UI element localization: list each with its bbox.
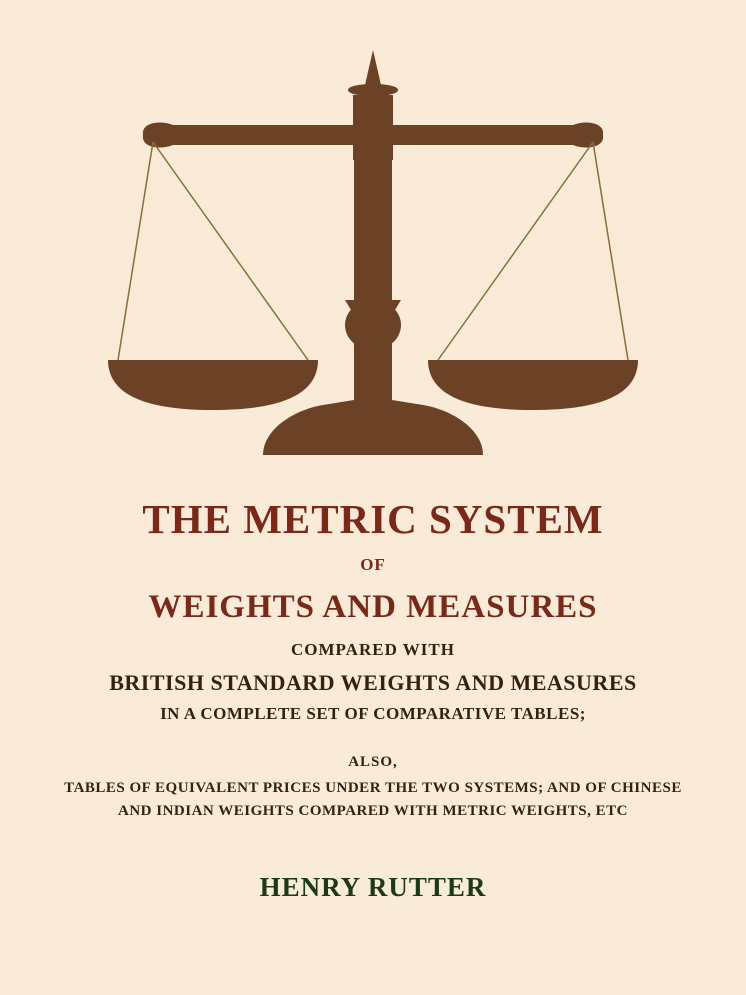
description-text: TABLES OF EQUIVALENT PRICES UNDER THE TW… — [64, 777, 682, 822]
description-line-1: TABLES OF EQUIVALENT PRICES UNDER THE TW… — [64, 780, 682, 796]
main-title: THE METRIC SYSTEM — [142, 495, 603, 543]
description-line-2: AND INDIAN WEIGHTS COMPARED WITH METRIC … — [118, 803, 628, 819]
comparative-tables-line: IN A COMPLETE SET OF COMPARATIVE TABLES; — [160, 704, 586, 724]
compared-with-label: COMPARED WITH — [291, 640, 455, 660]
balance-scale-icon — [93, 40, 653, 460]
british-standard-title: BRITISH STANDARD WEIGHTS AND MEASURES — [109, 670, 636, 696]
author-name: HENRY RUTTER — [260, 872, 487, 903]
also-label: ALSO, — [348, 754, 398, 771]
of-label: OF — [360, 555, 386, 575]
scale-illustration — [55, 40, 691, 470]
subtitle: WEIGHTS AND MEASURES — [148, 589, 597, 626]
cover-text-block: THE METRIC SYSTEM OF WEIGHTS AND MEASURE… — [55, 495, 691, 903]
